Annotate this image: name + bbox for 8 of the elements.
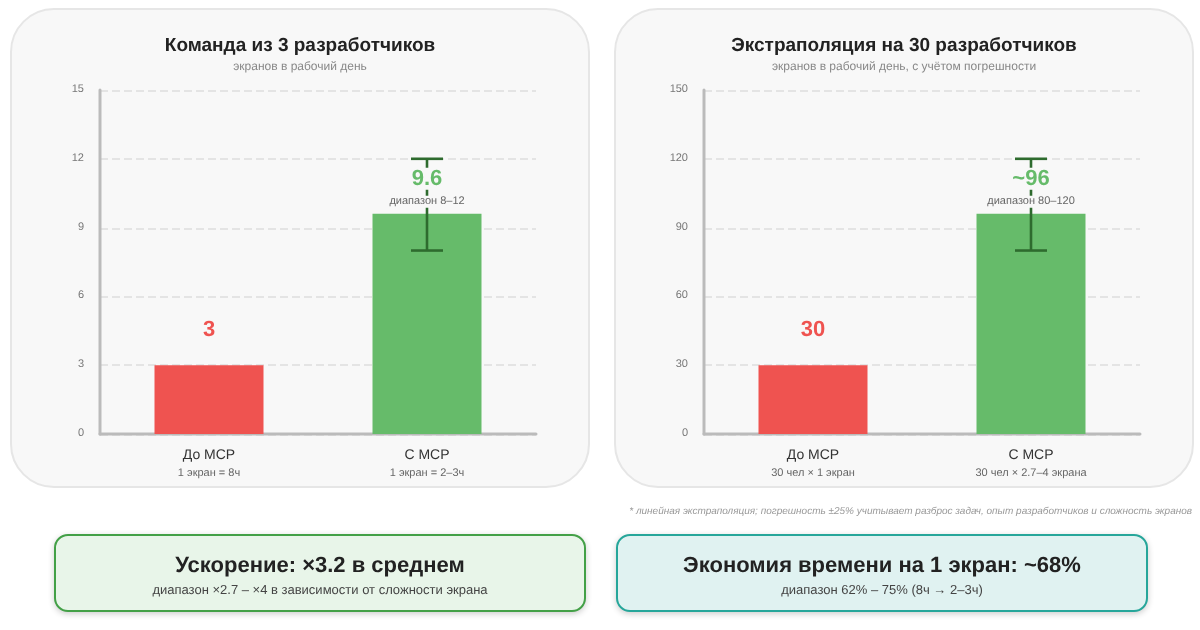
data-label: ~96 — [1012, 166, 1050, 191]
text: Ускорение: ×3.2 в среднем — [173, 554, 467, 578]
data-label: 9.6 — [411, 166, 443, 191]
data-label: 30 — [800, 318, 826, 343]
text: Экономия времени на 1 экран: ~68% — [681, 554, 1083, 578]
chart-title: Команда из 3 разработчиков — [164, 35, 436, 57]
chart-title: Экстраполяция на 30 разработчиков — [731, 35, 1078, 57]
data-label: 3 — [202, 318, 216, 343]
